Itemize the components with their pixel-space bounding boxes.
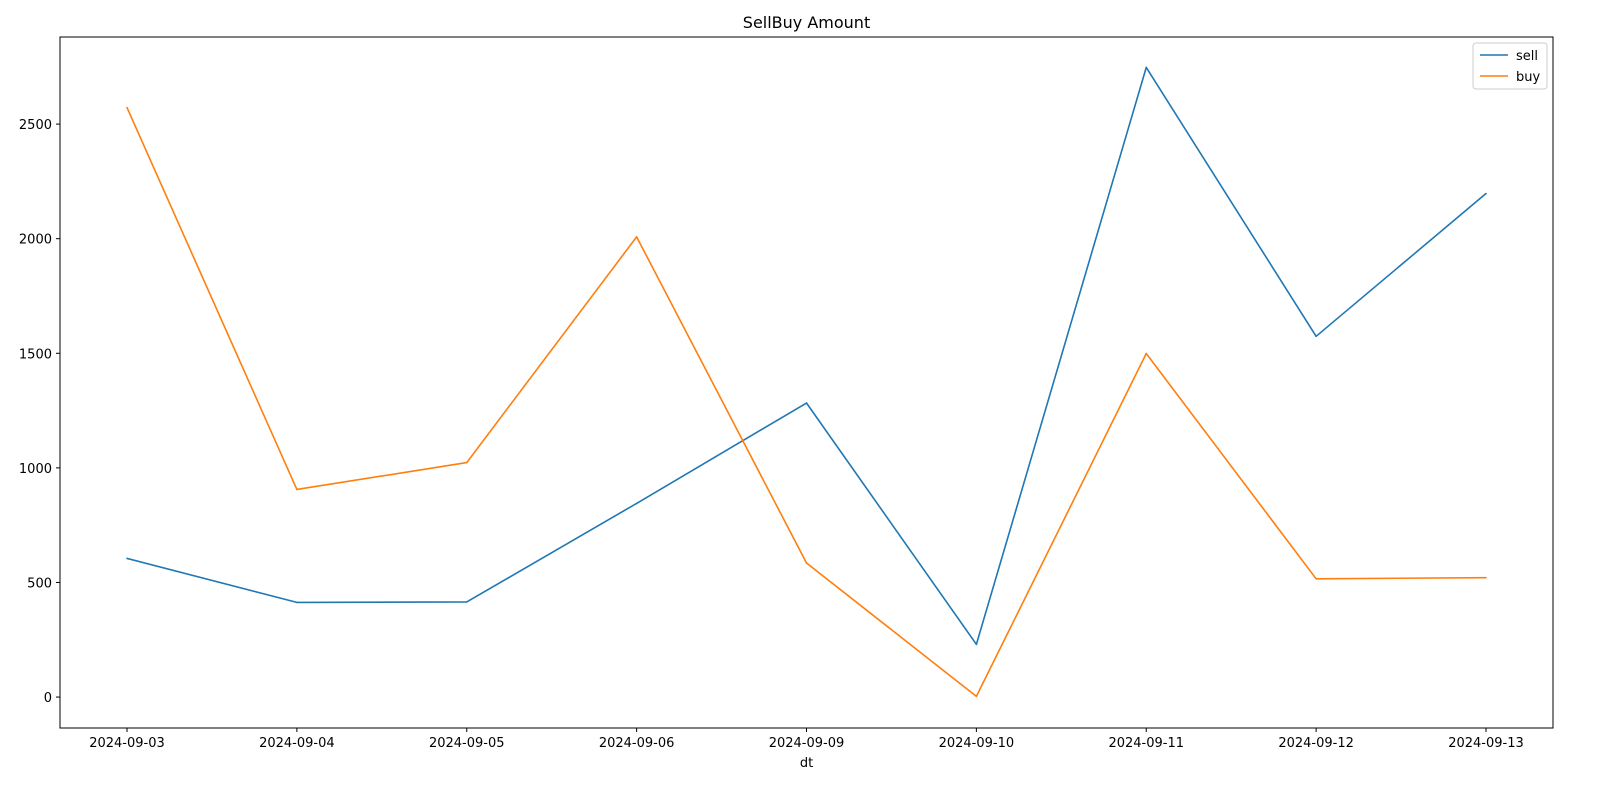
x-tick-label: 2024-09-13 xyxy=(1448,736,1524,751)
series-line-sell xyxy=(126,66,1487,646)
x-tick-label: 2024-09-09 xyxy=(769,736,845,751)
data-point-buy xyxy=(465,461,468,464)
x-tick-label: 2024-09-11 xyxy=(1108,736,1184,751)
data-point-sell xyxy=(126,557,128,560)
data-point-buy xyxy=(126,106,128,109)
data-point-sell xyxy=(1315,335,1317,338)
plot-area-frame xyxy=(59,36,1554,729)
data-point-sell xyxy=(1485,192,1487,195)
x-axis-label: dt xyxy=(800,756,813,771)
data-point-buy xyxy=(1315,577,1317,580)
data-point-sell xyxy=(805,402,808,404)
series-line-buy xyxy=(126,107,1487,698)
x-tick-label: 2024-09-12 xyxy=(1278,736,1354,751)
data-point-buy xyxy=(635,236,638,238)
x-tick-label: 2024-09-03 xyxy=(89,736,165,751)
y-tick-label: 1500 xyxy=(19,347,52,362)
y-tick-label: 2000 xyxy=(19,233,52,248)
data-point-buy xyxy=(975,695,978,698)
data-point-sell xyxy=(1145,66,1148,69)
axis-ticks: 2024-09-03 2024-09-04 2024-09-05 2024-09-06… xyxy=(19,118,1524,751)
series-group xyxy=(126,66,1487,698)
data-point-buy xyxy=(296,488,298,491)
legend-label-sell: sell xyxy=(1516,49,1538,64)
chart-title: SellBuy Amount xyxy=(743,13,870,32)
legend: sell buy xyxy=(1472,42,1548,90)
y-tick-label: 500 xyxy=(27,576,52,591)
data-point-sell xyxy=(296,601,298,604)
y-tick-label: 2500 xyxy=(19,118,52,133)
legend-label-buy: buy xyxy=(1516,70,1540,85)
data-point-buy xyxy=(1145,352,1148,355)
data-point-buy xyxy=(805,562,808,564)
x-tick-label: 2024-09-10 xyxy=(939,736,1015,751)
data-point-sell xyxy=(635,502,638,505)
y-tick-label: 0 xyxy=(44,691,52,706)
data-point-sell xyxy=(465,601,468,603)
data-point-sell xyxy=(975,643,978,646)
x-tick-label: 2024-09-06 xyxy=(599,736,675,751)
y-tick-label: 1000 xyxy=(19,462,52,477)
x-tick-label: 2024-09-04 xyxy=(259,736,335,751)
data-point-buy xyxy=(1485,576,1487,579)
x-tick-label: 2024-09-05 xyxy=(429,736,505,751)
